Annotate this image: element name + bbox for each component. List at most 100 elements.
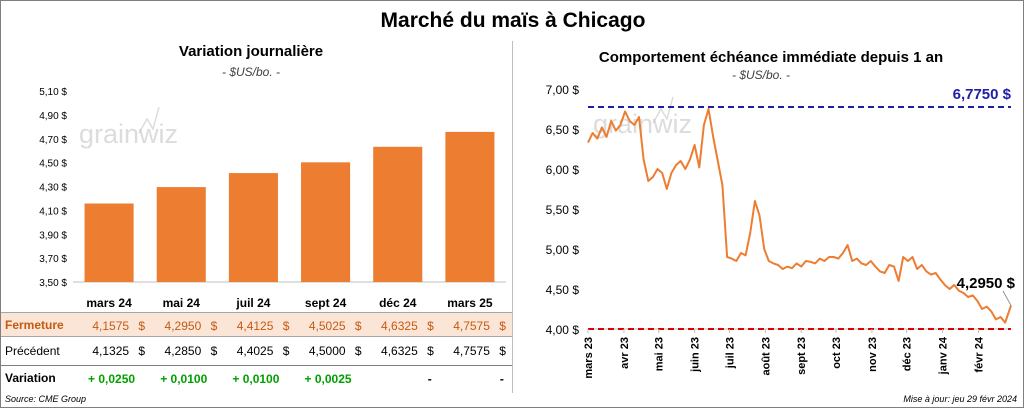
y-tick-label: 5,00 $	[546, 243, 580, 257]
y-tick-label: 3,90 $	[39, 230, 67, 241]
y-tick-label: 6,50 $	[546, 123, 580, 137]
table-cell-value: 4,4025	[236, 344, 274, 358]
table-cell: + 0,0025	[292, 372, 352, 386]
x-tick-label: juin 23	[690, 337, 702, 373]
table-cell-unit: $	[282, 319, 290, 333]
table-cell: 4,2850 $	[151, 344, 218, 358]
bar	[301, 162, 351, 282]
bar	[84, 203, 134, 282]
table-cell-unit: $	[427, 344, 434, 358]
row-label-fermeture: Fermeture	[5, 317, 64, 332]
right-chart-title: Comportement échéance immédiate depuis 1…	[598, 49, 944, 66]
table-cell-value: + 0,0100	[232, 372, 280, 386]
table-cell: 4,7575 $	[440, 319, 506, 333]
table-row-variation: Variation + 0,0250 + 0,0100 + 0,0100 + 0,00…	[1, 365, 512, 390]
x-tick-label: mars 25	[447, 296, 493, 310]
table-cell: 4,5025 $	[296, 319, 362, 333]
table-cell: 4,1325 $	[79, 344, 145, 358]
table-cell: 4,7575 $	[440, 344, 506, 358]
x-tick-label: janv 24	[938, 336, 950, 375]
bar	[373, 146, 423, 282]
x-tick-label: déc 24	[379, 296, 417, 310]
table-cell: + 0,0100	[219, 372, 279, 386]
table-cell-value: 4,2850	[164, 344, 202, 358]
table-cell-value: 4,1575	[92, 319, 130, 333]
watermark-spike	[138, 106, 160, 134]
table-cell-unit: $	[210, 344, 218, 358]
line-chart: grainwiz 4,00 $4,50 $5,00 $5,50 $6,00 $6…	[546, 83, 1016, 379]
x-tick-label: mars 24	[86, 296, 132, 310]
table-cell-value: 4,5025	[308, 319, 346, 333]
table-cell: 4,1575 $	[79, 319, 145, 333]
table-cell-unit: $	[354, 319, 362, 333]
row-label-precedent: Précédent	[5, 343, 60, 358]
table-cell: + 0,0250	[75, 372, 135, 386]
price-series-line	[587, 108, 1012, 324]
y-tick-label: 4,30 $	[39, 183, 67, 194]
table-cell-unit: $	[138, 344, 146, 358]
page-title: Marché du maïs à Chicago	[380, 9, 646, 32]
x-tick-label: mars 23	[583, 337, 595, 379]
y-tick-label: 4,90 $	[39, 111, 67, 122]
x-tick-label: déc 23	[902, 337, 914, 371]
x-tick-label: sept 24	[305, 296, 347, 310]
table-cell-value: 4,4125	[236, 319, 274, 333]
y-tick-label: 3,70 $	[39, 254, 67, 265]
right-chart-subtitle: - $US/bo. -	[731, 68, 791, 82]
table-row-fermeture: Fermeture 4,1575 $4,2950 $4,4125 $4,5025 $4,…	[1, 312, 512, 337]
table-cell-unit: $	[499, 344, 506, 358]
table-cell-value: 4,2950	[164, 319, 202, 333]
max-reference-label: 6,7750 $	[953, 86, 1012, 103]
y-tick-label: 3,50 $	[39, 278, 67, 289]
table-cell: -	[406, 372, 432, 386]
table-cell-unit: $	[354, 344, 362, 358]
table-cell-value: 4,7575	[453, 344, 490, 358]
y-tick-label: 4,50 $	[546, 283, 580, 297]
table-cell-value: + 0,0025	[304, 372, 352, 386]
x-tick-label: août 23	[760, 337, 772, 376]
table-cell-unit: $	[282, 344, 290, 358]
table-cell-value: 4,6325	[381, 319, 418, 333]
table-cell-unit: $	[499, 319, 506, 333]
last-value-label: 4,2950 $	[957, 275, 1016, 292]
panel-divider	[512, 41, 513, 393]
y-tick-label: 5,10 $	[39, 87, 67, 98]
table-cell-value: + 0,0100	[160, 372, 208, 386]
x-tick-label: oct 23	[831, 337, 843, 369]
table-cell-unit: $	[427, 319, 434, 333]
bar	[445, 131, 495, 282]
table-cell: 4,4125 $	[223, 319, 290, 333]
table-cell-value: 4,5000	[308, 344, 346, 358]
bar	[156, 187, 206, 282]
x-tick-label: févr 24	[974, 336, 986, 372]
table-cell: 4,4025 $	[223, 344, 290, 358]
update-note: Mise à jour: jeu 29 févr 2024	[903, 394, 1017, 404]
left-chart-title: Variation journalière	[178, 43, 324, 60]
table-cell: 4,6325 $	[368, 344, 434, 358]
x-tick-label: sept 23	[796, 337, 808, 375]
table-cell: 4,6325 $	[368, 319, 434, 333]
bar	[228, 173, 278, 282]
row-label-variation: Variation	[5, 371, 56, 385]
table-cell: 4,5000 $	[296, 344, 362, 358]
x-tick-label: avr 23	[619, 337, 631, 369]
y-tick-label: 4,70 $	[39, 135, 67, 146]
table-cell-value: 4,7575	[453, 319, 490, 333]
table-cell-value: -	[427, 372, 432, 386]
table-cell: 4,2950 $	[151, 319, 218, 333]
source-note: Source: CME Group	[5, 394, 87, 404]
watermark-logo: grainwiz	[79, 106, 178, 149]
x-tick-label: nov 23	[867, 337, 879, 372]
table-cell-value: -	[499, 372, 504, 386]
x-tick-label: juil 23	[724, 337, 736, 369]
table-cell-value: 4,1325	[92, 344, 130, 358]
table-cell-value: + 0,0250	[88, 372, 136, 386]
table-cell: + 0,0100	[147, 372, 207, 386]
bar-chart: grainwiz 3,50 $ 3,70 $ 3,90 $ 4,10 $ 4,30 $ 4…	[39, 87, 506, 310]
y-tick-label: 5,50 $	[546, 203, 580, 217]
table-cell-value: 4,6325	[381, 344, 418, 358]
y-tick-label: 7,00 $	[546, 83, 580, 97]
left-chart-subtitle: - $US/bo. -	[221, 65, 281, 79]
y-tick-label: 4,10 $	[39, 206, 67, 217]
